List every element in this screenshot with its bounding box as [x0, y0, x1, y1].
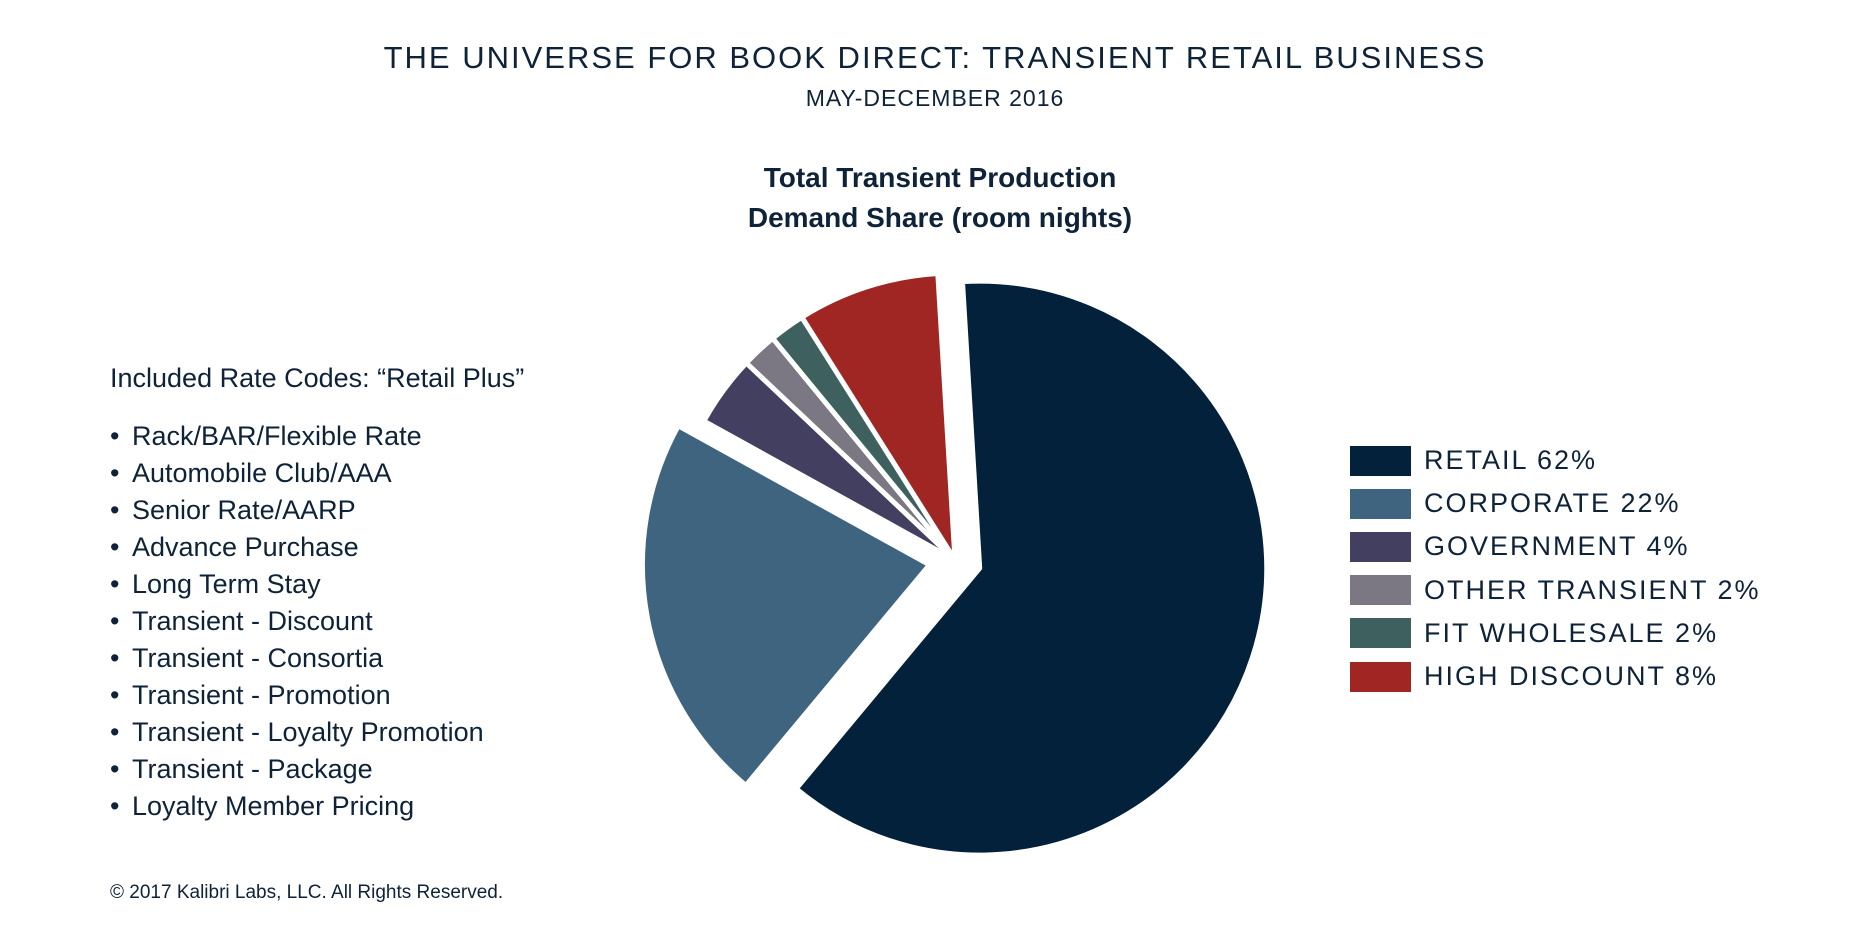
bullet-icon: •	[110, 643, 120, 673]
pie-slice-corporate	[639, 423, 932, 788]
bullet-icon: •	[110, 606, 120, 636]
bullet-icon: •	[110, 754, 120, 784]
legend-swatch	[1350, 618, 1411, 649]
rate-codes-panel: Included Rate Codes: “Retail Plus” • Rack…	[110, 363, 630, 825]
list-item: • Rack/BAR/Flexible Rate	[110, 418, 630, 455]
legend-label: FIT WHOLESALE 2%	[1424, 617, 1719, 648]
rate-code-label: Automobile Club/AAA	[132, 458, 392, 488]
bullet-icon: •	[110, 458, 120, 488]
legend-label: RETAIL 62%	[1424, 445, 1598, 476]
legend-item-fit-wholesale: FIT WHOLESALE 2%	[1350, 612, 1761, 655]
legend-label: GOVERNMENT 4%	[1424, 531, 1690, 562]
bullet-icon: •	[110, 495, 120, 525]
rate-codes-list: • Rack/BAR/Flexible Rate • Automobile Club…	[110, 418, 630, 825]
list-item: • Automobile Club/AAA	[110, 455, 630, 492]
page-title: THE UNIVERSE FOR BOOK DIRECT: TRANSIENT …	[383, 40, 1487, 75]
list-item: • Transient - Package	[110, 751, 630, 788]
chart-subtitle: Demand Share (room nights)	[747, 202, 1133, 233]
bullet-icon: •	[110, 680, 120, 710]
rate-code-label: Transient - Consortia	[132, 643, 384, 673]
chart-title: Total Transient Production	[763, 162, 1117, 193]
legend-swatch	[1350, 531, 1411, 562]
rate-code-label: Loyalty Member Pricing	[132, 791, 415, 821]
bullet-icon: •	[110, 717, 120, 747]
rate-code-label: Long Term Stay	[132, 569, 321, 599]
legend-label: CORPORATE 22%	[1424, 488, 1681, 519]
legend-swatch	[1350, 575, 1411, 606]
rate-codes-heading: Included Rate Codes: “Retail Plus”	[110, 363, 525, 393]
rate-code-label: Advance Purchase	[132, 532, 359, 562]
bullet-icon: •	[110, 421, 120, 451]
page-subtitle: MAY-DECEMBER 2016	[805, 85, 1065, 111]
legend-swatch	[1350, 445, 1411, 476]
legend-item-other-transient: OTHER TRANSIENT 2%	[1350, 569, 1761, 612]
chart-title-block: Total Transient Production Demand Share …	[0, 158, 1870, 238]
bullet-icon: •	[110, 791, 120, 821]
legend-swatch	[1350, 661, 1411, 692]
list-item: • Senior Rate/AARP	[110, 492, 630, 529]
rate-code-label: Transient - Promotion	[132, 680, 391, 710]
list-item: • Advance Purchase	[110, 529, 630, 566]
legend-item-government: GOVERNMENT 4%	[1350, 525, 1761, 568]
rate-code-label: Transient - Discount	[132, 606, 373, 636]
legend-label: HIGH DISCOUNT 8%	[1424, 661, 1719, 692]
rate-code-label: Transient - Loyalty Promotion	[132, 717, 484, 747]
list-item: • Transient - Discount	[110, 603, 630, 640]
chart-legend: RETAIL 62% CORPORATE 22% GOVERNMENT 4% O…	[1350, 439, 1761, 698]
rate-code-label: Transient - Package	[132, 754, 373, 784]
list-item: • Transient - Loyalty Promotion	[110, 714, 630, 751]
list-item: • Transient - Consortia	[110, 640, 630, 677]
list-item: • Transient - Promotion	[110, 677, 630, 714]
legend-item-high-discount: HIGH DISCOUNT 8%	[1350, 655, 1761, 698]
legend-item-corporate: CORPORATE 22%	[1350, 482, 1761, 525]
list-item: • Loyalty Member Pricing	[110, 788, 630, 825]
rate-code-label: Rack/BAR/Flexible Rate	[132, 421, 422, 451]
rate-code-label: Senior Rate/AARP	[132, 495, 356, 525]
legend-swatch	[1350, 488, 1411, 519]
legend-label: OTHER TRANSIENT 2%	[1424, 574, 1761, 605]
list-item: • Long Term Stay	[110, 566, 630, 603]
copyright-notice: © 2017 Kalibri Labs, LLC. All Rights Res…	[110, 882, 504, 903]
bullet-icon: •	[110, 569, 120, 599]
pie-slice-retail	[793, 278, 1270, 858]
legend-item-retail: RETAIL 62%	[1350, 439, 1761, 482]
bullet-icon: •	[110, 532, 120, 562]
pie-slice-high-discount	[799, 271, 958, 563]
